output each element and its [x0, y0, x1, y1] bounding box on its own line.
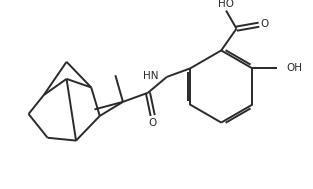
- Text: HN: HN: [143, 71, 158, 81]
- Text: OH: OH: [287, 63, 303, 73]
- Text: O: O: [260, 19, 269, 29]
- Text: HO: HO: [218, 0, 234, 9]
- Text: O: O: [149, 118, 157, 128]
